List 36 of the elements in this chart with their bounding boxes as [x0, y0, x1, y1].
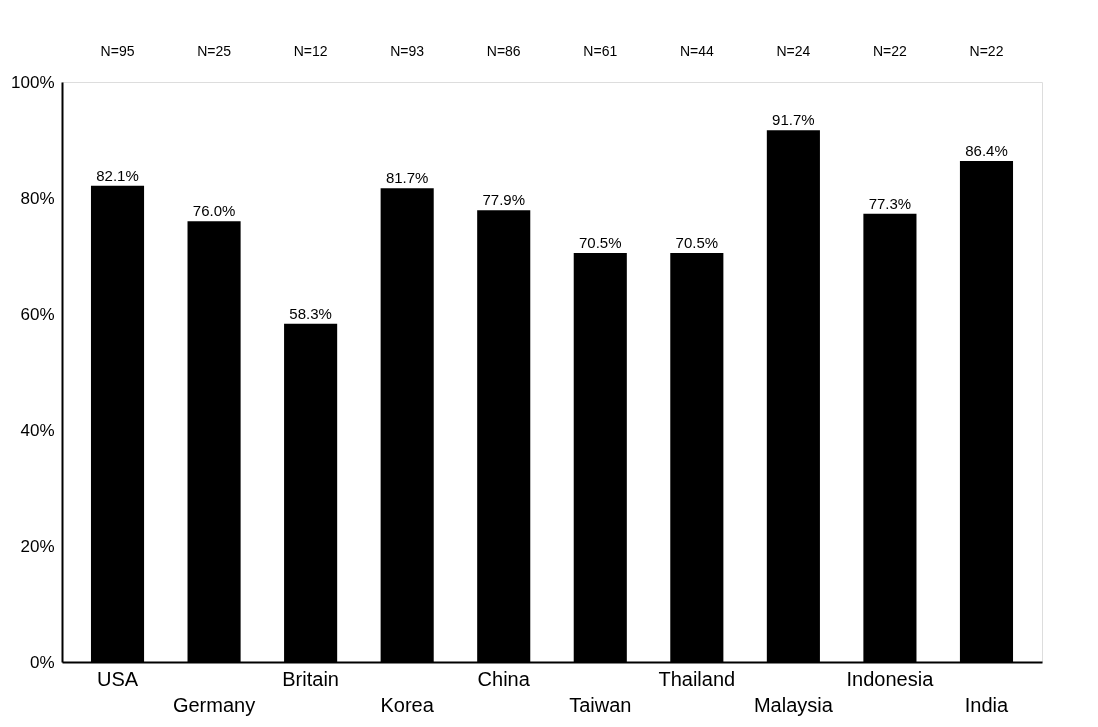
y-tick-label: 80% [20, 188, 55, 208]
x-tick-label: Britain [282, 668, 339, 690]
x-tick-label: Germany [172, 694, 256, 716]
text: N=44 [679, 43, 714, 59]
text: N=25 [197, 43, 232, 59]
text: N=12 [293, 43, 328, 59]
data-label: 77.9% [482, 191, 525, 209]
text: N=22 [969, 43, 1004, 59]
text: N=86 [486, 43, 521, 59]
data-label: 76.0% [192, 202, 236, 220]
text: N=95 [100, 43, 135, 59]
data-label: 86.4% [965, 141, 1008, 159]
x-tick-label: Indonesia [846, 668, 935, 690]
data-label: 82.1% [96, 166, 139, 184]
text: N=24 [776, 43, 811, 59]
x-tick-label: Taiwan [569, 694, 632, 716]
y-tick-label: 0% [29, 652, 55, 672]
y-tick-label: 20% [20, 536, 55, 556]
text: N=22 [873, 43, 908, 59]
x-tick-label: Malaysia [753, 694, 834, 716]
x-tick-label: India [964, 694, 1010, 716]
data-label: 58.3% [289, 304, 332, 322]
x-tick-label: Korea [380, 694, 435, 716]
data-label: 81.7% [385, 169, 429, 187]
x-tick-label: Thailand [658, 668, 736, 690]
data-label: 77.3% [868, 194, 912, 212]
text: N=93 [390, 43, 425, 59]
x-tick-label: USA [96, 668, 139, 690]
data-label: 70.5% [675, 234, 719, 252]
text: N=61 [583, 43, 618, 59]
y-tick-label: 40% [20, 420, 55, 440]
data-label: 91.7% [772, 111, 815, 129]
x-tick-label: China [477, 668, 531, 690]
data-label: 70.5% [579, 234, 622, 252]
y-tick-label: 100% [11, 72, 55, 92]
y-tick-label: 60% [20, 304, 55, 324]
